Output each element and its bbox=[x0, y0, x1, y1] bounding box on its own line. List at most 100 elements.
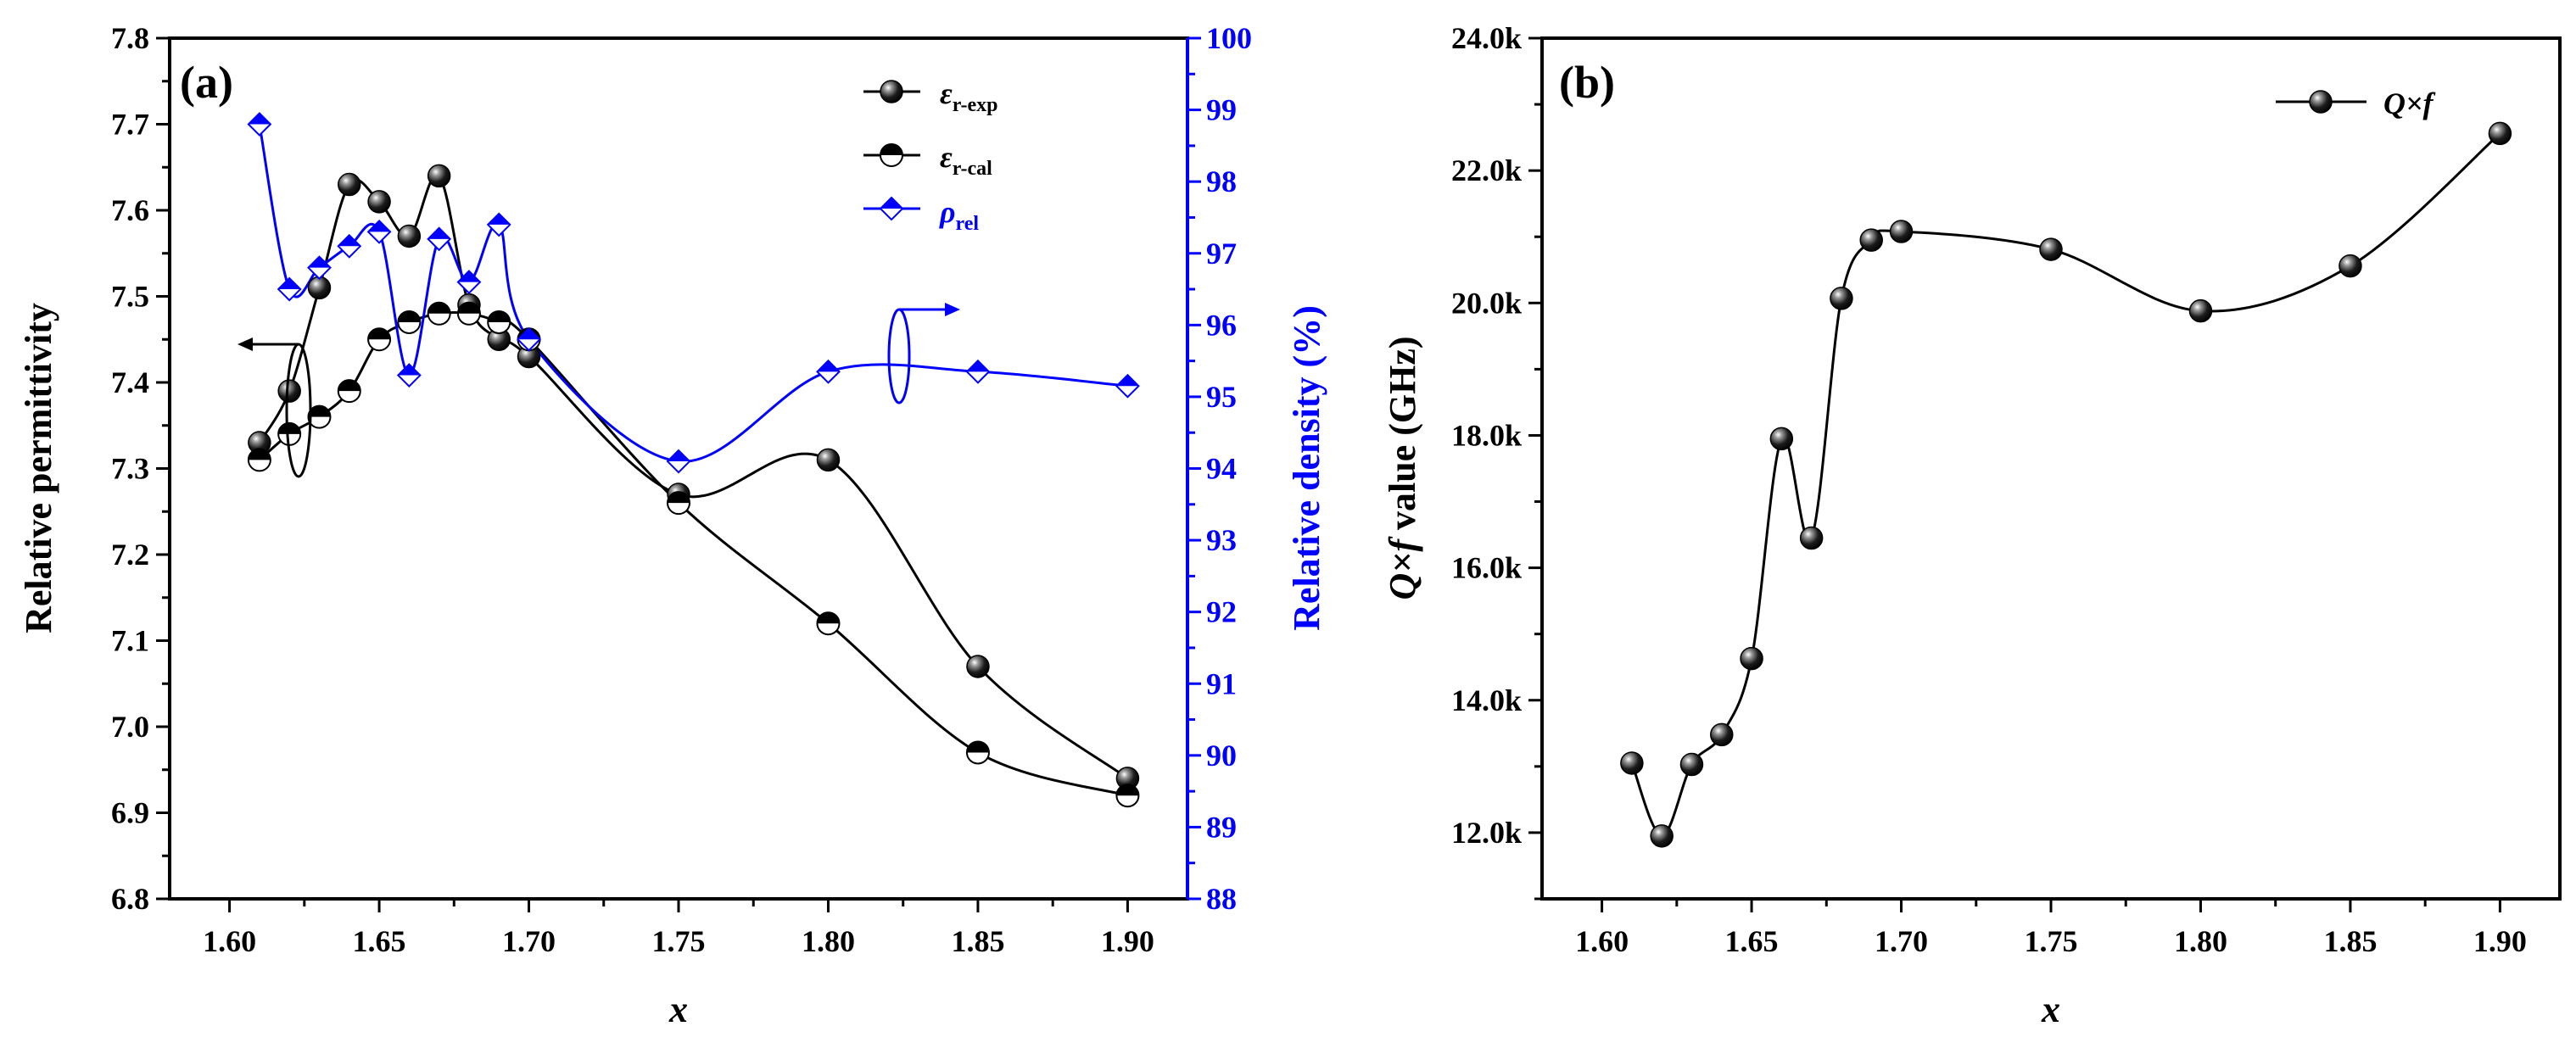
data-point-r-cal bbox=[487, 310, 511, 334]
data-point-q-f bbox=[1679, 752, 1704, 777]
data-point-rel bbox=[456, 270, 482, 294]
y2-tick-label: 89 bbox=[1206, 810, 1237, 844]
series-line-q-f bbox=[1630, 132, 2501, 838]
legend-item-qf: Q×f bbox=[2276, 86, 2436, 120]
panel-b-curves bbox=[1630, 132, 2501, 838]
y-tick-label: 6.9 bbox=[111, 796, 149, 830]
y-tick-label: 20.0k bbox=[1451, 286, 1522, 320]
legend-sub-er-exp: r-exp bbox=[953, 94, 998, 116]
y-tick-label: 7.4 bbox=[111, 365, 149, 399]
y2-tick-label: 96 bbox=[1206, 308, 1237, 342]
panel-a-y2-axis-label: Relative density (%) bbox=[1286, 305, 1327, 631]
x-tick-label: 1.65 bbox=[1725, 924, 1779, 958]
panel-a-y-ticks: 6.8 6.9 7.0 7.1 7.2 7.3 7.4 7.5 7.6 7.7 7.8 bbox=[111, 21, 170, 916]
panel-a-markers bbox=[247, 112, 1140, 808]
data-point-r-exp bbox=[397, 224, 422, 248]
data-point-q-f bbox=[1799, 526, 1824, 550]
legend-label-qf: Q×f bbox=[2383, 86, 2436, 120]
y-tick-label: 7.1 bbox=[111, 624, 149, 658]
panel-a: 1.60 1.65 1.70 1.75 1.80 1.85 1.90 6.8 6.9 7.0 7.… bbox=[18, 21, 1327, 1030]
x-tick-label: 1.90 bbox=[1101, 924, 1154, 958]
legend-label-er-cal: ε bbox=[940, 140, 953, 174]
data-point-r-exp bbox=[307, 276, 332, 300]
panel-b-x-ticks: 1.60 1.65 1.70 1.75 1.80 1.85 1.90 bbox=[1575, 899, 2527, 958]
data-point-r-cal bbox=[397, 310, 422, 334]
panel-b-y-axis-label-main: Q×f bbox=[1382, 536, 1423, 600]
x-tick-label: 1.75 bbox=[652, 924, 706, 958]
panel-b-y-axis-label: Q×f value (GHz) bbox=[1382, 336, 1423, 600]
data-point-rel bbox=[965, 359, 991, 384]
data-point-r-cal bbox=[427, 301, 451, 326]
panel-a-curves bbox=[258, 124, 1129, 797]
data-point-rel bbox=[427, 226, 452, 252]
y2-tick-label: 88 bbox=[1206, 882, 1237, 916]
data-point-r-exp bbox=[338, 172, 361, 197]
panel-a-label: (a) bbox=[180, 57, 233, 108]
x-tick-label: 1.85 bbox=[2323, 924, 2377, 958]
legend-item-er-exp: εr-exp bbox=[863, 76, 998, 116]
left-axis-arrowhead bbox=[237, 337, 253, 351]
y-tick-label: 24.0k bbox=[1451, 21, 1522, 55]
data-point-q-f bbox=[2488, 121, 2512, 146]
y2-tick-label: 90 bbox=[1206, 739, 1237, 772]
x-tick-label: 1.90 bbox=[2473, 924, 2527, 958]
series-line-rel bbox=[258, 124, 1128, 463]
data-point-q-f bbox=[1740, 646, 1763, 671]
data-point-r-cal bbox=[456, 301, 481, 326]
data-point-q-f bbox=[1830, 287, 1853, 310]
x-tick-label: 1.70 bbox=[1875, 924, 1928, 958]
legend-label-rho-rel: ρ bbox=[939, 195, 956, 229]
panel-a-legend: εr-exp εr-cal ρrel bbox=[863, 76, 998, 235]
x-tick-label: 1.85 bbox=[951, 924, 1004, 958]
right-axis-arrowhead bbox=[945, 303, 960, 316]
data-point-rel bbox=[666, 449, 691, 474]
data-point-rel bbox=[486, 212, 511, 237]
x-tick-label: 1.70 bbox=[502, 924, 556, 958]
data-point-r-exp bbox=[367, 190, 391, 214]
y-tick-label: 7.8 bbox=[111, 21, 149, 55]
legend-item-er-cal: εr-cal bbox=[863, 140, 992, 180]
data-point-r-cal bbox=[277, 421, 302, 446]
data-point-rel bbox=[1115, 373, 1140, 399]
panel-b-markers bbox=[1620, 121, 2512, 848]
data-point-rel bbox=[247, 112, 272, 137]
data-point-q-f bbox=[1859, 228, 1883, 252]
y2-tick-label: 91 bbox=[1206, 667, 1237, 700]
y2-tick-label: 97 bbox=[1206, 237, 1237, 271]
x-tick-label: 1.80 bbox=[2174, 924, 2227, 958]
y-tick-label: 22.0k bbox=[1451, 153, 1522, 187]
y-tick-label: 7.6 bbox=[111, 193, 149, 227]
y2-tick-label: 100 bbox=[1206, 21, 1252, 55]
data-point-rel bbox=[307, 255, 332, 281]
data-point-rel bbox=[337, 233, 362, 259]
svg-text:εr-cal: εr-cal bbox=[940, 140, 992, 180]
panel-a-y2-ticks: 88 89 90 91 92 93 94 95 96 97 98 99 100 bbox=[1187, 21, 1252, 916]
data-point-r-cal bbox=[965, 740, 990, 765]
y2-tick-label: 99 bbox=[1206, 93, 1237, 127]
x-tick-label: 1.65 bbox=[353, 924, 406, 958]
data-point-r-exp bbox=[427, 164, 451, 188]
data-point-r-cal bbox=[337, 379, 361, 404]
data-point-q-f bbox=[1710, 722, 1734, 747]
data-point-r-cal bbox=[1115, 784, 1140, 808]
panel-b-legend: Q×f bbox=[2276, 86, 2436, 120]
panel-b-label: (b) bbox=[1559, 57, 1615, 108]
y-tick-label: 14.0k bbox=[1451, 683, 1522, 717]
data-point-q-f bbox=[1889, 220, 1914, 243]
svg-text:ρrel: ρrel bbox=[939, 195, 979, 235]
panel-a-y-axis-label: Relative permittivity bbox=[18, 303, 59, 633]
data-point-q-f bbox=[1650, 824, 1674, 848]
y-tick-label: 7.5 bbox=[111, 280, 149, 314]
data-point-rel bbox=[816, 359, 841, 384]
legend-sub-rho-rel: rel bbox=[956, 213, 980, 235]
x-tick-label: 1.80 bbox=[802, 924, 855, 958]
data-point-r-cal bbox=[367, 327, 392, 352]
data-point-q-f bbox=[1620, 751, 1644, 775]
y-tick-label: 18.0k bbox=[1451, 418, 1522, 452]
data-point-rel bbox=[517, 326, 541, 352]
data-point-r-cal bbox=[816, 611, 841, 636]
data-point-rel bbox=[277, 276, 302, 302]
data-point-r-cal bbox=[307, 404, 332, 429]
y2-tick-label: 92 bbox=[1206, 595, 1237, 629]
